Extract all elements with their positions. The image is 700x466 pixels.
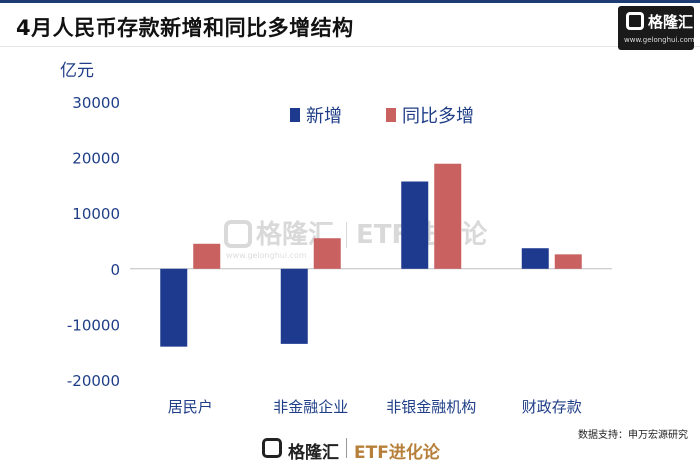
y-tick-label: 0	[110, 261, 120, 279]
y-axis-unit: 亿元	[60, 61, 94, 81]
category-label: 居民户	[168, 398, 213, 416]
bar-new-increase	[521, 248, 549, 269]
category-labels: 居民户 非金融企业 非银金融机构 财政存款	[168, 398, 582, 416]
watermark-separator	[346, 222, 347, 248]
brand-logo: 格隆汇 www.gelonghui.com	[618, 6, 695, 50]
bar-yoy-increase	[193, 243, 221, 269]
y-tick-label: 20000	[72, 150, 120, 168]
bar-new-increase	[401, 181, 429, 269]
footer-brand-name: 格隆汇	[288, 443, 339, 463]
chart-title: 4月人民币存款新增和同比多增结构	[16, 16, 354, 40]
footer-separator	[346, 438, 347, 458]
legend-label: 新增	[306, 106, 342, 127]
legend: 新增 同比多增	[290, 106, 474, 127]
legend-swatch	[386, 108, 396, 122]
y-tick-label: 10000	[72, 205, 120, 223]
data-source: 数据支持：申万宏源研究	[578, 430, 688, 441]
category-label: 财政存款	[522, 398, 582, 416]
bar-yoy-increase	[434, 163, 462, 269]
footer-brand-etf: ETF进化论	[354, 443, 440, 463]
logo-name: 格隆汇	[648, 13, 694, 31]
top-rule	[0, 0, 700, 3]
legend-label: 同比多增	[402, 106, 474, 127]
bar-yoy-increase	[313, 238, 341, 269]
y-tick-label: 30000	[72, 94, 120, 112]
bar-new-increase	[160, 268, 188, 347]
watermark-url: www.gelonghui.com	[226, 251, 307, 260]
y-tick-label: -10000	[67, 316, 120, 334]
logo-g-icon	[626, 12, 644, 30]
footer-g-icon	[262, 438, 282, 458]
bar-yoy-increase	[554, 254, 582, 269]
legend-swatch	[290, 108, 300, 122]
footer-brand: 格隆汇 ETF进化论	[262, 436, 462, 463]
y-axis-ticks: 30000 20000 10000 0 -10000 -20000	[67, 94, 120, 390]
bar-new-increase	[280, 268, 308, 344]
bars	[160, 163, 582, 347]
category-label: 非银金融机构	[386, 398, 476, 416]
logo-url: www.gelonghui.com	[624, 36, 695, 44]
y-tick-label: -20000	[67, 372, 120, 390]
watermark-g-icon	[224, 220, 252, 248]
category-label: 非金融企业	[273, 398, 348, 416]
title-divider	[0, 46, 700, 47]
